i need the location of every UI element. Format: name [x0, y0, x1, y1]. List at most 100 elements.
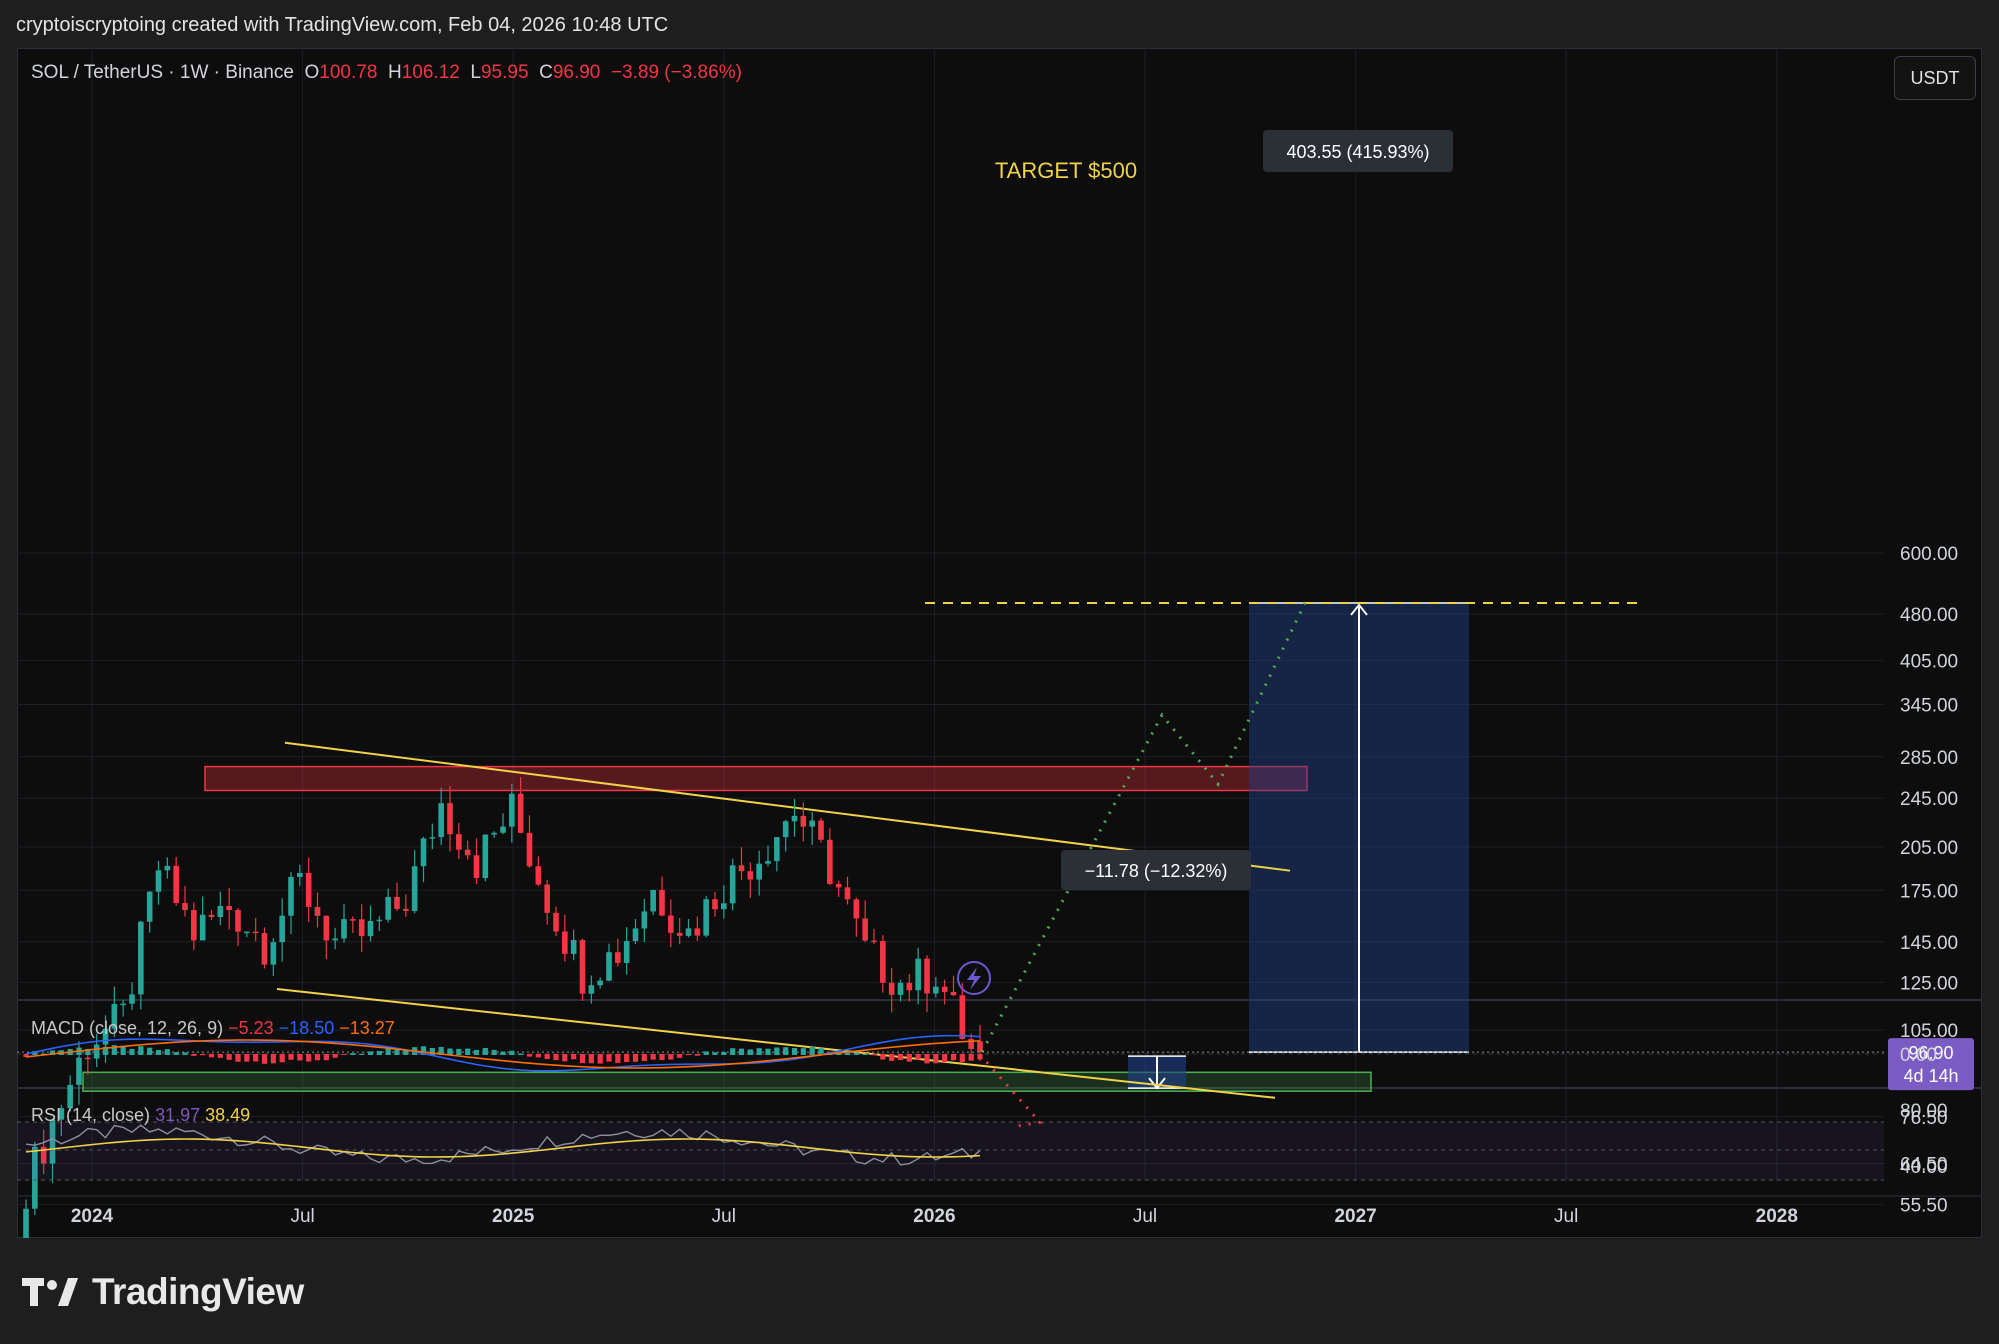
price-axis-label: 205.00 [1900, 838, 1958, 859]
time-axis-label: Jul [1133, 1206, 1157, 1227]
candle-body [844, 887, 851, 900]
macd-histogram-bar [862, 1053, 868, 1055]
close-label: C [539, 62, 553, 83]
macd-histogram-bar [482, 1047, 488, 1055]
macd-histogram-bar [615, 1054, 621, 1063]
tradingview-logo[interactable]: TradingView [22, 1271, 304, 1313]
price-axis-label: 405.00 [1900, 652, 1958, 673]
candle-body [535, 866, 542, 885]
macd-histogram-bar [94, 1047, 100, 1055]
macd-histogram-bar [226, 1054, 232, 1060]
candle-body [58, 1108, 65, 1120]
macd-histogram-bar [385, 1048, 391, 1055]
macd-histogram-bar [606, 1054, 612, 1062]
currency-button[interactable]: USDT [1894, 56, 1976, 100]
candle-body [376, 919, 383, 922]
candle-body [102, 1028, 109, 1045]
macd-histogram-bar [756, 1048, 762, 1055]
rsi-legend[interactable]: RSI (14, close) 31.97 38.49 [31, 1105, 250, 1126]
candle-body [950, 991, 957, 996]
macd-histogram-bar [367, 1051, 374, 1055]
macd-histogram-bar [509, 1050, 515, 1055]
candle-body [615, 952, 621, 963]
macd-histogram-bar [562, 1054, 568, 1062]
price-axis-label: 245.00 [1900, 789, 1958, 810]
macd-histogram-bar [23, 1054, 29, 1057]
macd-histogram-bar [85, 1048, 91, 1055]
rsi-axis-bottom-label: 40.00 [1900, 1157, 1948, 1178]
candle-body [217, 905, 224, 918]
candle-body [182, 903, 188, 911]
candle-body [111, 1003, 118, 1029]
header-bar: cryptoiscryptoing created with TradingVi… [0, 0, 1999, 48]
macd-histogram-bar [809, 1046, 815, 1055]
macd-histogram-bar [535, 1054, 541, 1058]
current-price-tag [1888, 1038, 1974, 1091]
candle-body [332, 938, 338, 941]
macd-histogram-bar [712, 1052, 718, 1055]
price-axis-label: 105.00 [1900, 1021, 1958, 1042]
price-axis-label: 145.00 [1900, 933, 1958, 954]
macd-histogram-bar [641, 1054, 647, 1062]
macd-histogram-bar [950, 1054, 957, 1061]
candle-body [544, 884, 550, 913]
low-label: L [470, 62, 481, 83]
macd-label: MACD (close, 12, 26, 9) [31, 1018, 224, 1038]
rsi-axis-top-label: 80.00 [1900, 1101, 1948, 1122]
candle-body [473, 855, 480, 879]
macd-histogram-bar [403, 1049, 409, 1055]
macd-histogram-bar [359, 1053, 365, 1055]
macd-histogram-bar [49, 1050, 56, 1055]
long-measure-label-bg [1263, 130, 1453, 172]
candle-body [49, 1119, 56, 1164]
price-axis-label: 600.00 [1900, 544, 1958, 565]
candle-body [641, 911, 648, 929]
candle-body [146, 891, 153, 922]
candle-body [270, 942, 277, 965]
time-axis-label: Jul [290, 1206, 314, 1227]
macd-histogram-bar [871, 1054, 877, 1056]
candle-body [747, 871, 754, 880]
rsi-value-2: 38.49 [205, 1105, 251, 1125]
macd-histogram-bar [933, 1054, 939, 1064]
candle-body [120, 1003, 126, 1006]
macd-histogram-bar [147, 1047, 153, 1055]
chart-area[interactable] [17, 48, 1982, 1238]
candle-body [23, 1208, 29, 1245]
candle-body [305, 872, 312, 907]
resistance-zone [204, 765, 1308, 792]
candle-body [438, 803, 444, 838]
candle-body [323, 915, 330, 941]
macd-histogram-bar [217, 1054, 223, 1058]
symbol-name[interactable]: SOL / TetherUS · 1W · Binance [31, 62, 294, 83]
macd-legend[interactable]: MACD (close, 12, 26, 9) −5.23 −18.50 −13… [31, 1018, 395, 1039]
macd-histogram-bar [129, 1048, 135, 1055]
macd-histogram-bar [959, 1054, 965, 1063]
candle-body [517, 793, 524, 833]
price-axis-label: 480.00 [1900, 605, 1958, 626]
candle-body [252, 931, 259, 934]
macd-value-3: −13.27 [339, 1018, 395, 1038]
target-label: TARGET $500 [995, 158, 1137, 183]
candle-body [632, 928, 639, 942]
macd-histogram-bar [765, 1048, 771, 1055]
candle-body [173, 865, 179, 904]
lightning-icon-glyph [967, 967, 981, 990]
candle-body [244, 931, 250, 934]
candle-body [835, 883, 842, 888]
time-axis-label: 2027 [1334, 1206, 1376, 1227]
candle-body [915, 958, 921, 991]
candle-body [226, 905, 232, 910]
candle-body [199, 914, 206, 941]
candle-body [588, 985, 595, 994]
candle-body [482, 834, 489, 879]
symbol-legend: SOL / TetherUS · 1W · Binance O100.78 H1… [31, 62, 742, 84]
macd-histogram-bar [306, 1054, 312, 1062]
macd-histogram-bar [518, 1053, 524, 1055]
price-axis-label: 175.00 [1900, 881, 1958, 902]
lightning-icon [957, 961, 991, 995]
macd-histogram-bar [747, 1049, 753, 1055]
candle-body [880, 941, 886, 983]
candle-body [888, 982, 895, 995]
